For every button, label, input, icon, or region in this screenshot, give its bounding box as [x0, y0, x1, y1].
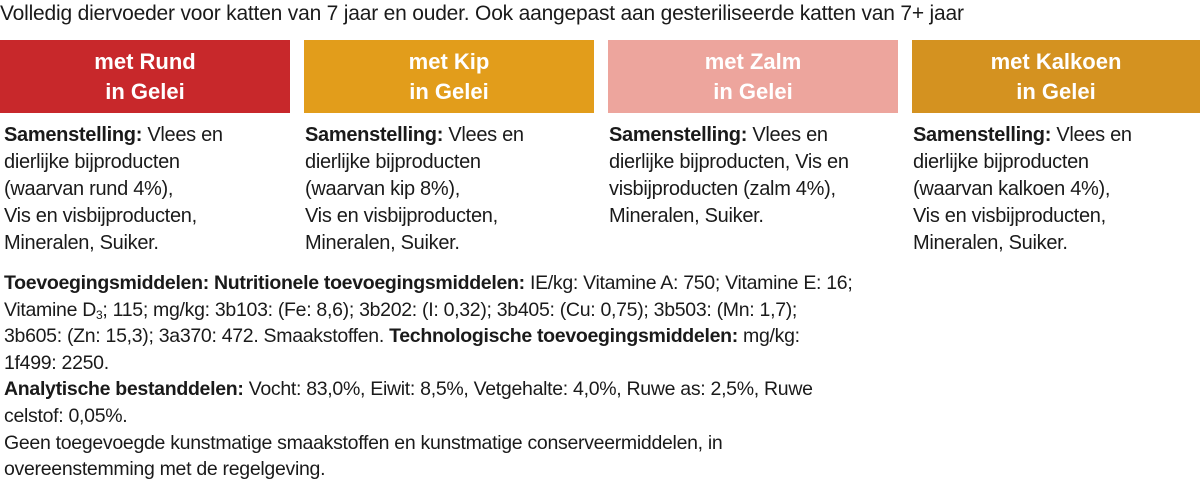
composition-text: Vlees en [1051, 124, 1132, 146]
composition-text: visbijproducten (zalm 4%), [609, 178, 836, 200]
composition-label: Samenstelling: [913, 124, 1052, 146]
composition-line: dierlijke bijproducten [4, 149, 223, 176]
banner-line: in Gelei [713, 78, 793, 104]
footer-line: Vitamine D3; 115; mg/kg: 3b103: (Fe: 8,6… [4, 297, 852, 324]
composition-label: Samenstelling: [609, 124, 748, 146]
composition-line: Samenstelling: Vlees en [609, 122, 849, 149]
footer-run: IE/kg: Vitamine A: 750; Vitamine E: 16; [524, 272, 853, 294]
composition-line: Vis en visbijproducten, [305, 203, 524, 230]
composition-text: Vlees en [142, 124, 223, 146]
composition-text: Mineralen, Suiker. [305, 232, 460, 254]
composition-line: dierlijke bijproducten, Vis en [609, 149, 849, 176]
footer-line: 3b605: (Zn: 15,3); 3a370: 472. Smaakstof… [4, 323, 852, 350]
composition: Samenstelling: Vlees en dierlijke bijprod… [305, 122, 524, 257]
composition-line: (waarvan rund 4%), [4, 176, 223, 203]
footer-run: Toevoegingsmiddelen: Nutritionele toevoe… [4, 272, 525, 294]
banner-line: met Rund [94, 48, 196, 74]
banner-line: met Kip [408, 48, 490, 74]
composition-text: (waarvan kalkoen 4%), [913, 178, 1111, 200]
composition-text: dierlijke bijproducten [913, 151, 1089, 173]
composition-text: dierlijke bijproducten, Vis en [609, 151, 849, 173]
heading: Volledig diervoeder voor katten van 7 ja… [0, 2, 964, 25]
composition-text: Vis en visbijproducten, [913, 205, 1106, 227]
composition-line: Samenstelling: Vlees en [913, 122, 1132, 149]
footer-line: Analytische bestanddelen: Vocht: 83,0%, … [4, 376, 852, 403]
footer-run: mg/kg: [737, 325, 800, 348]
composition-text: dierlijke bijproducten [305, 151, 481, 173]
composition-line: Vis en visbijproducten, [4, 203, 223, 230]
composition-text: (waarvan rund 4%), [4, 178, 174, 200]
footer-run: overeenstemming met de regelgeving. [4, 458, 326, 481]
footer-run: ; 115; mg/kg: 3b103: (Fe: 8,6); 3b202: (… [102, 298, 798, 321]
banner-line: in Gelei [409, 78, 489, 104]
footer-run: 1f499: 2250. [4, 351, 109, 374]
composition-line: Vis en visbijproducten, [913, 203, 1132, 230]
product-banner: met Zalm in Gelei [608, 40, 898, 113]
composition-text: Mineralen, Suiker. [4, 232, 159, 254]
footer-run: Vitamine D [4, 298, 97, 321]
banner-line: in Gelei [105, 78, 185, 104]
composition-line: Mineralen, Suiker. [609, 203, 849, 230]
composition-line: Samenstelling: Vlees en [305, 122, 524, 149]
composition-text: Vlees en [443, 124, 524, 146]
footer-run: 3b605: (Zn: 15,3); 3a370: 472. Smaakstof… [4, 325, 390, 348]
footer-run: Geen toegevoegde kunstmatige smaakstoffe… [4, 431, 723, 454]
composition-text: Vlees en [747, 124, 828, 146]
footer-run: celstof: 0,05%. [4, 404, 128, 427]
composition-line: visbijproducten (zalm 4%), [609, 176, 849, 203]
banner-line: met Zalm [704, 48, 802, 74]
composition-label: Samenstelling: [4, 124, 143, 146]
composition-line: Mineralen, Suiker. [305, 230, 524, 257]
composition: Samenstelling: Vlees en dierlijke bijprod… [4, 122, 223, 257]
footer-line: Geen toegevoegde kunstmatige smaakstoffe… [4, 430, 852, 457]
composition-line: Mineralen, Suiker. [913, 230, 1132, 257]
footer-run: Vocht: 83,0%, Eiwit: 8,5%, Vetgehalte: 4… [243, 378, 813, 401]
composition: Samenstelling: Vlees en dierlijke bijprod… [913, 122, 1132, 257]
footer-line: 1f499: 2250. [4, 350, 852, 377]
footer-line: overeenstemming met de regelgeving. [4, 456, 852, 483]
footer-line: Toevoegingsmiddelen: Nutritionele toevoe… [4, 270, 853, 297]
composition-text: (waarvan kip 8%), [305, 178, 460, 200]
banner-line: met Kalkoen [990, 48, 1122, 74]
composition-line: Mineralen, Suiker. [4, 230, 223, 257]
footer-text: Toevoegingsmiddelen: Nutritionele toevoe… [4, 270, 853, 483]
banner-line: in Gelei [1016, 78, 1096, 104]
product-banner: met Kip in Gelei [304, 40, 594, 113]
composition-line: (waarvan kip 8%), [305, 176, 524, 203]
composition-line: dierlijke bijproducten [305, 149, 524, 176]
composition: Samenstelling: Vlees en dierlijke bijprod… [609, 122, 849, 230]
footer-line: celstof: 0,05%. [4, 403, 852, 430]
composition-text: Mineralen, Suiker. [913, 232, 1068, 254]
composition-line: dierlijke bijproducten [913, 149, 1132, 176]
product-banner: met Rund in Gelei [0, 40, 290, 113]
composition-text: Vis en visbijproducten, [305, 205, 498, 227]
composition-text: Mineralen, Suiker. [609, 205, 764, 227]
composition-label: Samenstelling: [305, 124, 444, 146]
footer-run: Analytische bestanddelen: [4, 378, 244, 401]
composition-text: Vis en visbijproducten, [4, 205, 197, 227]
composition-line: (waarvan kalkoen 4%), [913, 176, 1132, 203]
composition-text: dierlijke bijproducten [4, 151, 180, 173]
product-banner: met Kalkoen in Gelei [912, 40, 1200, 113]
footer-run: 3 [96, 307, 103, 322]
composition-line: Samenstelling: Vlees en [4, 122, 223, 149]
footer-run: Technologische toevoegingsmiddelen: [389, 325, 738, 348]
